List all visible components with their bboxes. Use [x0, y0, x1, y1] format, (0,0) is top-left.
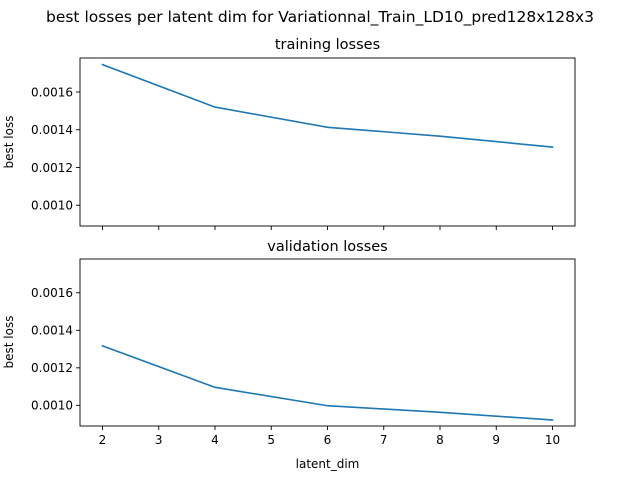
validation-xtick-label: 3 [155, 433, 163, 447]
validation-xtick-label: 7 [380, 433, 388, 447]
training-subplot-title: training losses [275, 37, 380, 53]
validation-subplot-title: validation losses [267, 239, 387, 255]
validation-xlabel: latent_dim [296, 457, 360, 471]
validation-ytick-label: 0.0010 [31, 399, 73, 413]
validation-ytick-label: 0.0014 [31, 324, 73, 338]
figure-suptitle: best losses per latent dim for Variation… [46, 8, 594, 27]
validation-xtick-label: 8 [436, 433, 444, 447]
validation-xtick-label: 4 [211, 433, 219, 447]
validation-ytick-label: 0.0012 [31, 361, 73, 375]
validation-xtick-label: 10 [545, 433, 560, 447]
training-loss-line [101, 63, 554, 148]
validation-loss-line [101, 344, 554, 421]
training-ytick-label: 0.0012 [31, 161, 73, 175]
validation-xtick-label: 2 [99, 433, 107, 447]
training-ytick-label: 0.0014 [31, 123, 73, 137]
validation-ylabel: best loss [2, 316, 16, 369]
validation-ytick-label: 0.0016 [31, 286, 73, 300]
training-ylabel: best loss [2, 116, 16, 169]
training-ytick-label: 0.0016 [31, 85, 73, 99]
training-subplot: training losses 0.0010 0.0012 0.0014 0.0016… [2, 37, 576, 230]
validation-xtick-label: 5 [267, 433, 275, 447]
validation-xtick-label: 9 [492, 433, 500, 447]
training-ytick-label: 0.0010 [31, 199, 73, 213]
validation-plot-frame [79, 258, 576, 427]
validation-xtick-label: 6 [324, 433, 332, 447]
validation-subplot: validation losses 0.0010 0.0012 0.0014 0.00… [2, 239, 576, 471]
